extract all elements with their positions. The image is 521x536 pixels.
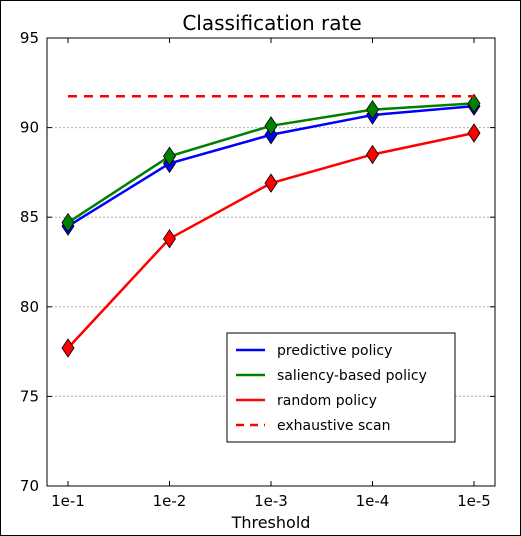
data-point-marker: [163, 228, 176, 249]
data-point-marker: [61, 338, 75, 358]
data-point-marker: [264, 173, 278, 193]
series-line: [67, 131, 475, 349]
y-tick-label: 80: [20, 298, 39, 316]
data-point-marker: [467, 93, 481, 114]
data-point-marker: [467, 123, 481, 143]
x-tick-label: 1e-5: [457, 492, 491, 510]
y-tick-label: 90: [20, 119, 39, 137]
legend-label: exhaustive scan: [277, 418, 390, 434]
ticks: 70 75 80 85 90 95 1e-1 1e-2 1e-3 1e-4 1e-5: [20, 29, 495, 510]
x-tick-label: 1e-1: [51, 492, 85, 510]
legend: predictive policy saliency-based policy ra…: [226, 332, 456, 443]
legend-label: saliency-based policy: [277, 368, 427, 384]
x-tick-label: 1e-2: [153, 492, 187, 510]
x-axis-title: Threshold: [231, 513, 311, 532]
x-tick-label: 1e-4: [356, 492, 390, 510]
y-tick-label: 85: [20, 208, 39, 226]
series-layer: [61, 93, 481, 358]
legend-label: predictive policy: [277, 343, 392, 359]
y-tick-label: 75: [20, 387, 39, 405]
x-tick-label: 1e-3: [254, 492, 288, 510]
y-tick-label: 95: [20, 29, 39, 47]
data-point-marker: [163, 146, 176, 166]
data-point-marker: [366, 144, 379, 165]
chart-title: Classification rate: [182, 11, 361, 35]
legend-label: random policy: [277, 393, 377, 409]
data-point-marker: [264, 116, 278, 136]
data-point-marker: [366, 99, 379, 120]
y-tick-label: 70: [20, 477, 39, 495]
data-point-marker: [61, 212, 75, 233]
